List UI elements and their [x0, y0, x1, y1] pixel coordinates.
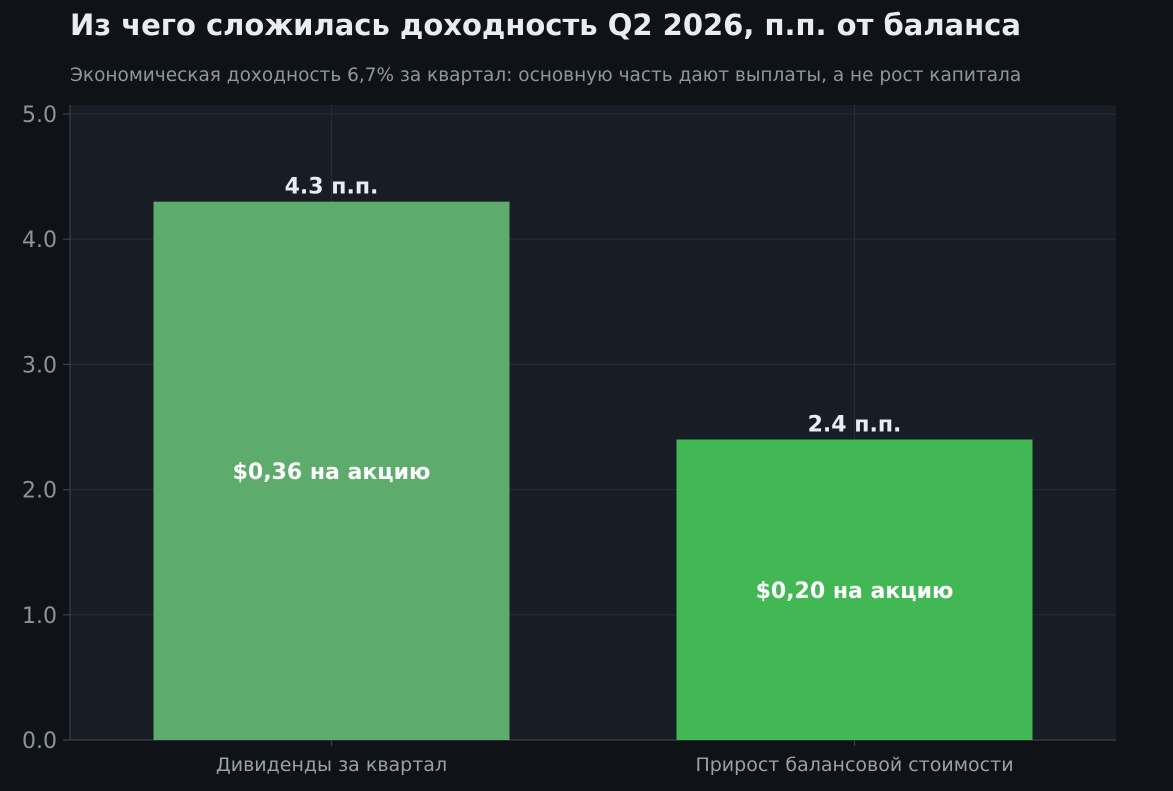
y-tick-label: 4.0 — [22, 228, 57, 253]
y-tick-label: 0.0 — [22, 729, 57, 754]
labels: 4.3 п.п. $0,36 на акцию 2.4 п.п. $0,20 на а… — [233, 175, 954, 604]
x-tick-label: Прирост балансовой стоимости — [695, 754, 1013, 776]
bar-value-label: 2.4 п.п. — [808, 413, 902, 438]
y-tick-label: 2.0 — [22, 479, 57, 504]
bar — [676, 439, 1033, 740]
bar-inner-label: $0,36 на акцию — [233, 460, 431, 485]
y-tick-label: 1.0 — [22, 604, 57, 629]
bar — [153, 201, 510, 740]
bar-value-label: 4.3 п.п. — [285, 175, 379, 200]
chart-title: Из чего сложилась доходность Q2 2026, п.… — [70, 8, 1021, 42]
bar-inner-label: $0,20 на акцию — [756, 579, 954, 604]
chart-subtitle: Экономическая доходность 6,7% за квартал… — [70, 65, 1022, 86]
y-tick-label: 3.0 — [22, 353, 57, 378]
bars — [153, 201, 1033, 740]
x-tick-label: Дивиденды за квартал — [216, 754, 447, 776]
y-tick-label: 5.0 — [22, 103, 57, 128]
